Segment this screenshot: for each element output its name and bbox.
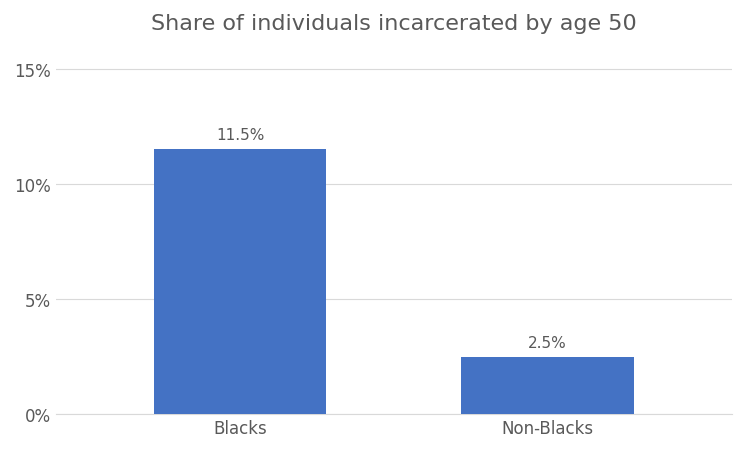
Title: Share of individuals incarcerated by age 50: Share of individuals incarcerated by age… xyxy=(151,14,636,34)
Bar xyxy=(462,357,633,414)
Bar xyxy=(154,150,326,414)
Text: 11.5%: 11.5% xyxy=(216,128,264,143)
Text: 2.5%: 2.5% xyxy=(528,335,567,350)
